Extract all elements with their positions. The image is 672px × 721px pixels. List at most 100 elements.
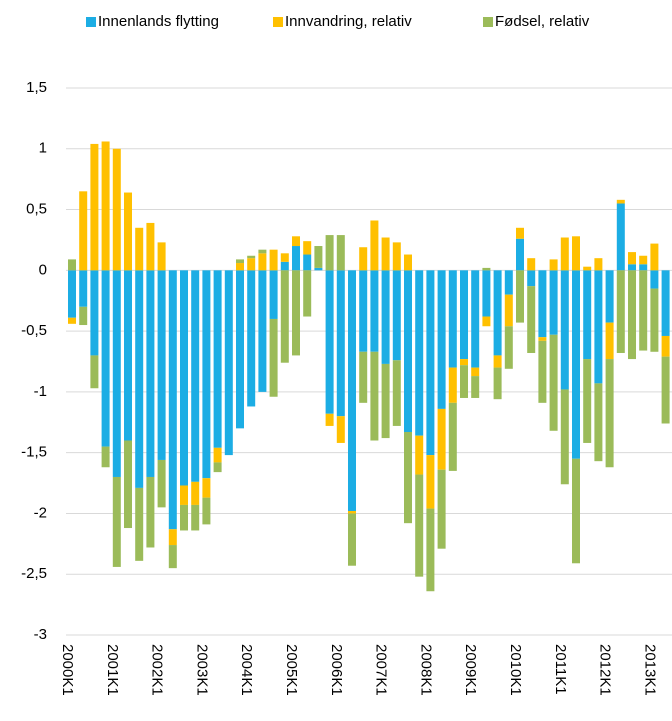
bar-segment [191, 504, 200, 531]
bar-segment [101, 446, 110, 468]
bar-segment [101, 270, 110, 447]
bar-segment [135, 270, 144, 488]
bar-segment [280, 253, 289, 262]
x-tick-label: 2006K1 [328, 644, 345, 696]
bar-segment [112, 476, 121, 567]
bar-segment [504, 294, 513, 327]
x-tick-label: 2009K1 [462, 644, 479, 696]
bar-segment [594, 258, 603, 271]
bar-segment [68, 317, 76, 324]
bar-segment [448, 402, 457, 471]
bar-segment [392, 242, 401, 271]
bar-segment [202, 497, 211, 525]
bar-segment [79, 270, 88, 307]
bar-segment [370, 270, 379, 352]
legend-label: Innenlands flytting [98, 13, 219, 30]
bar-segment [437, 408, 446, 470]
bar-segment [336, 270, 345, 417]
bar-segment [303, 241, 312, 255]
bar-segment [661, 356, 670, 424]
bar-segment [269, 318, 278, 397]
bar-segment [269, 249, 278, 271]
bar-segment [258, 249, 267, 254]
bar-segment [560, 237, 569, 271]
bar-segment [605, 359, 614, 468]
bar-segment [392, 360, 401, 426]
bar-segment [292, 246, 300, 271]
bar-segment [639, 264, 648, 271]
bar-segment [616, 199, 625, 204]
bar-segment [202, 270, 211, 479]
bar-segment [224, 270, 233, 456]
bar-segment [370, 351, 379, 441]
bar-segment [426, 270, 435, 456]
bar-segment [258, 270, 267, 392]
bar-segment [135, 227, 144, 271]
bar-segment [493, 355, 502, 368]
bar-segment [460, 359, 468, 366]
x-tick-label: 2005K1 [283, 644, 300, 696]
bar-segment [516, 227, 524, 239]
bar-segment [314, 246, 323, 268]
bar-segment [661, 270, 670, 336]
bar-segment [280, 261, 289, 271]
bar-segment [348, 270, 356, 512]
bar-segment [616, 270, 625, 353]
bar-segment [437, 469, 446, 549]
bar-segment [448, 367, 457, 403]
bar-segment [594, 383, 603, 462]
bar-segment [336, 235, 345, 271]
x-tick-label: 2001K1 [104, 644, 121, 696]
bar-segment [370, 220, 379, 271]
bar-segment [572, 236, 580, 271]
bar-segment [527, 258, 536, 271]
bar-segment [605, 270, 614, 323]
bar-segment [90, 270, 99, 356]
bar-segment [572, 270, 580, 459]
bar-segment [180, 504, 188, 531]
bar-segment [404, 432, 412, 524]
x-tick-label: 2003K1 [193, 644, 210, 696]
y-tick-label: -0,5 [21, 322, 47, 339]
bar-segment [628, 270, 636, 360]
bar-segment [280, 270, 289, 363]
bar-segment [202, 478, 211, 498]
bar-segment [359, 247, 368, 271]
bar-segment [336, 416, 345, 443]
bar-segment [303, 270, 312, 317]
y-tick-label: -2 [34, 504, 47, 521]
bar-segment [639, 270, 648, 351]
bar-segment [146, 270, 155, 477]
bar-segment [112, 148, 121, 271]
x-tick-label: 2010K1 [507, 644, 524, 696]
bar-segment [549, 270, 558, 335]
y-tick-label: -2,5 [21, 565, 47, 582]
bar-segment [616, 203, 625, 271]
x-tick-label: 2008K1 [417, 644, 434, 696]
bar-segment [112, 270, 121, 477]
y-tick-label: -1 [34, 383, 47, 400]
bar-segment [415, 435, 424, 475]
y-tick-label: 1,5 [26, 79, 47, 96]
bar-segment [124, 270, 132, 441]
x-tick-label: 2000K1 [59, 644, 76, 696]
bar-segment [437, 270, 446, 409]
bar-segment [124, 192, 132, 271]
bar-segment [258, 253, 267, 271]
bar-segment [493, 270, 502, 356]
bar-segment [650, 270, 659, 289]
bar-segment [594, 270, 603, 384]
bar-segment [504, 270, 513, 295]
bar-segment [68, 259, 76, 271]
bar-segment [549, 334, 558, 431]
bar-segment [191, 481, 200, 505]
bar-segment [650, 288, 659, 352]
bar-segment [482, 270, 491, 317]
bar-segment [68, 270, 76, 318]
bar-segment [605, 322, 614, 360]
bar-segment [527, 286, 536, 353]
bar-segment [247, 258, 256, 271]
bar-segment [583, 359, 592, 443]
bar-segment [213, 447, 222, 463]
bar-segment [213, 462, 222, 473]
